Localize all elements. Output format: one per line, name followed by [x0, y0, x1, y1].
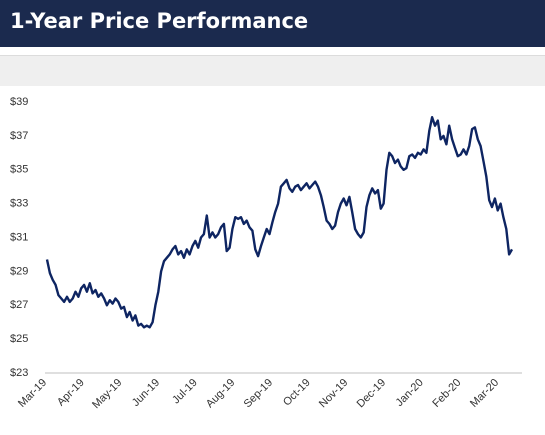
x-tick-label: Feb-20 — [430, 377, 463, 410]
x-tick-label: May-19 — [90, 377, 124, 411]
price-line — [45, 116, 514, 329]
y-tick-label: $31 — [10, 231, 28, 243]
y-tick-label: $25 — [10, 333, 28, 345]
x-tick-label: Mar-19 — [16, 377, 49, 410]
x-tick-label: Jul-19 — [170, 377, 200, 407]
x-tick-label: Jan-20 — [394, 377, 426, 409]
x-tick-label: Mar-20 — [468, 377, 501, 410]
toolbar-band — [0, 55, 545, 86]
header-title: 1-Year Price Performance — [10, 9, 309, 33]
x-tick-label: Nov-19 — [317, 377, 351, 411]
y-tick-label: $39 — [10, 96, 28, 108]
x-tick-label: Oct-19 — [281, 377, 313, 409]
x-tick-label: Aug-19 — [204, 377, 238, 411]
y-tick-label: $23 — [10, 367, 28, 379]
y-tick-label: $37 — [10, 130, 28, 142]
y-tick-label: $29 — [10, 265, 28, 277]
y-tick-label: $33 — [10, 198, 28, 210]
x-tick-label: Dec-19 — [355, 377, 389, 411]
x-tick-label: Sep-19 — [242, 377, 276, 411]
y-tick-label: $27 — [10, 299, 28, 311]
header: 1-Year Price Performance — [0, 0, 545, 47]
x-tick-label: Apr-19 — [55, 377, 87, 409]
y-tick-label: $35 — [10, 164, 28, 176]
x-tick-label: Jun-19 — [130, 377, 162, 409]
